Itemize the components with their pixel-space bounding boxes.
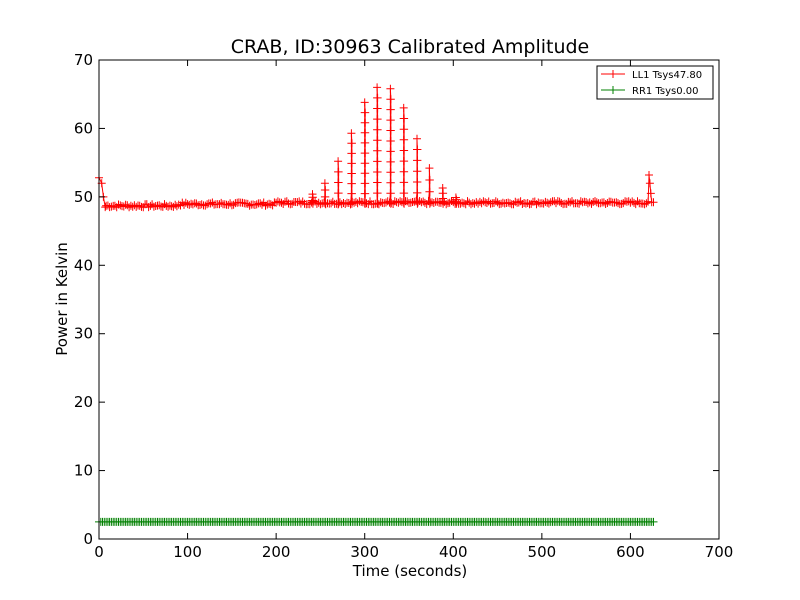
y-tick-label: 0 xyxy=(83,530,93,548)
y-axis-label: Power in Kelvin xyxy=(53,242,71,356)
x-tick-label: 0 xyxy=(94,543,104,561)
x-axis-label: Time (seconds) xyxy=(352,562,468,580)
x-tick-label: 700 xyxy=(705,543,734,561)
x-tick-label: 100 xyxy=(173,543,202,561)
legend: LL1 Tsys47.80 RR1 Tsys0.00 xyxy=(596,65,714,100)
chart-title: CRAB, ID:30963 Calibrated Amplitude xyxy=(231,36,590,58)
y-tick-label: 20 xyxy=(74,393,93,411)
x-axis: 0 100 200 300 400 500 600 700 xyxy=(94,60,733,561)
y-tick-label: 60 xyxy=(74,119,93,137)
y-tick-label: 70 xyxy=(74,51,93,69)
x-tick-label: 200 xyxy=(262,543,291,561)
plot-area: 0 100 200 300 400 500 600 700 0 10 20 30 40 50 60 70 xyxy=(74,51,733,561)
x-tick-label: 600 xyxy=(616,543,645,561)
legend-label-ll1: LL1 Tsys47.80 xyxy=(632,70,702,81)
legend-entry-rr1: RR1 Tsys0.00 xyxy=(601,86,699,97)
x-tick-label: 500 xyxy=(528,543,557,561)
y-tick-label: 30 xyxy=(74,325,93,343)
y-axis: 0 10 20 30 40 50 60 70 xyxy=(74,51,719,548)
x-tick-label: 300 xyxy=(350,543,379,561)
y-tick-label: 10 xyxy=(74,462,93,480)
legend-marker-rr1 xyxy=(609,86,617,94)
series-layer xyxy=(95,83,658,526)
x-tick-label: 400 xyxy=(439,543,468,561)
y-tick-label: 40 xyxy=(74,256,93,274)
legend-marker-ll1 xyxy=(609,70,617,78)
plot-frame xyxy=(98,59,720,540)
y-tick-label: 50 xyxy=(74,188,93,206)
legend-entry-ll1: LL1 Tsys47.80 xyxy=(601,70,702,81)
legend-label-rr1: RR1 Tsys0.00 xyxy=(632,86,699,97)
legend-box xyxy=(596,65,714,100)
